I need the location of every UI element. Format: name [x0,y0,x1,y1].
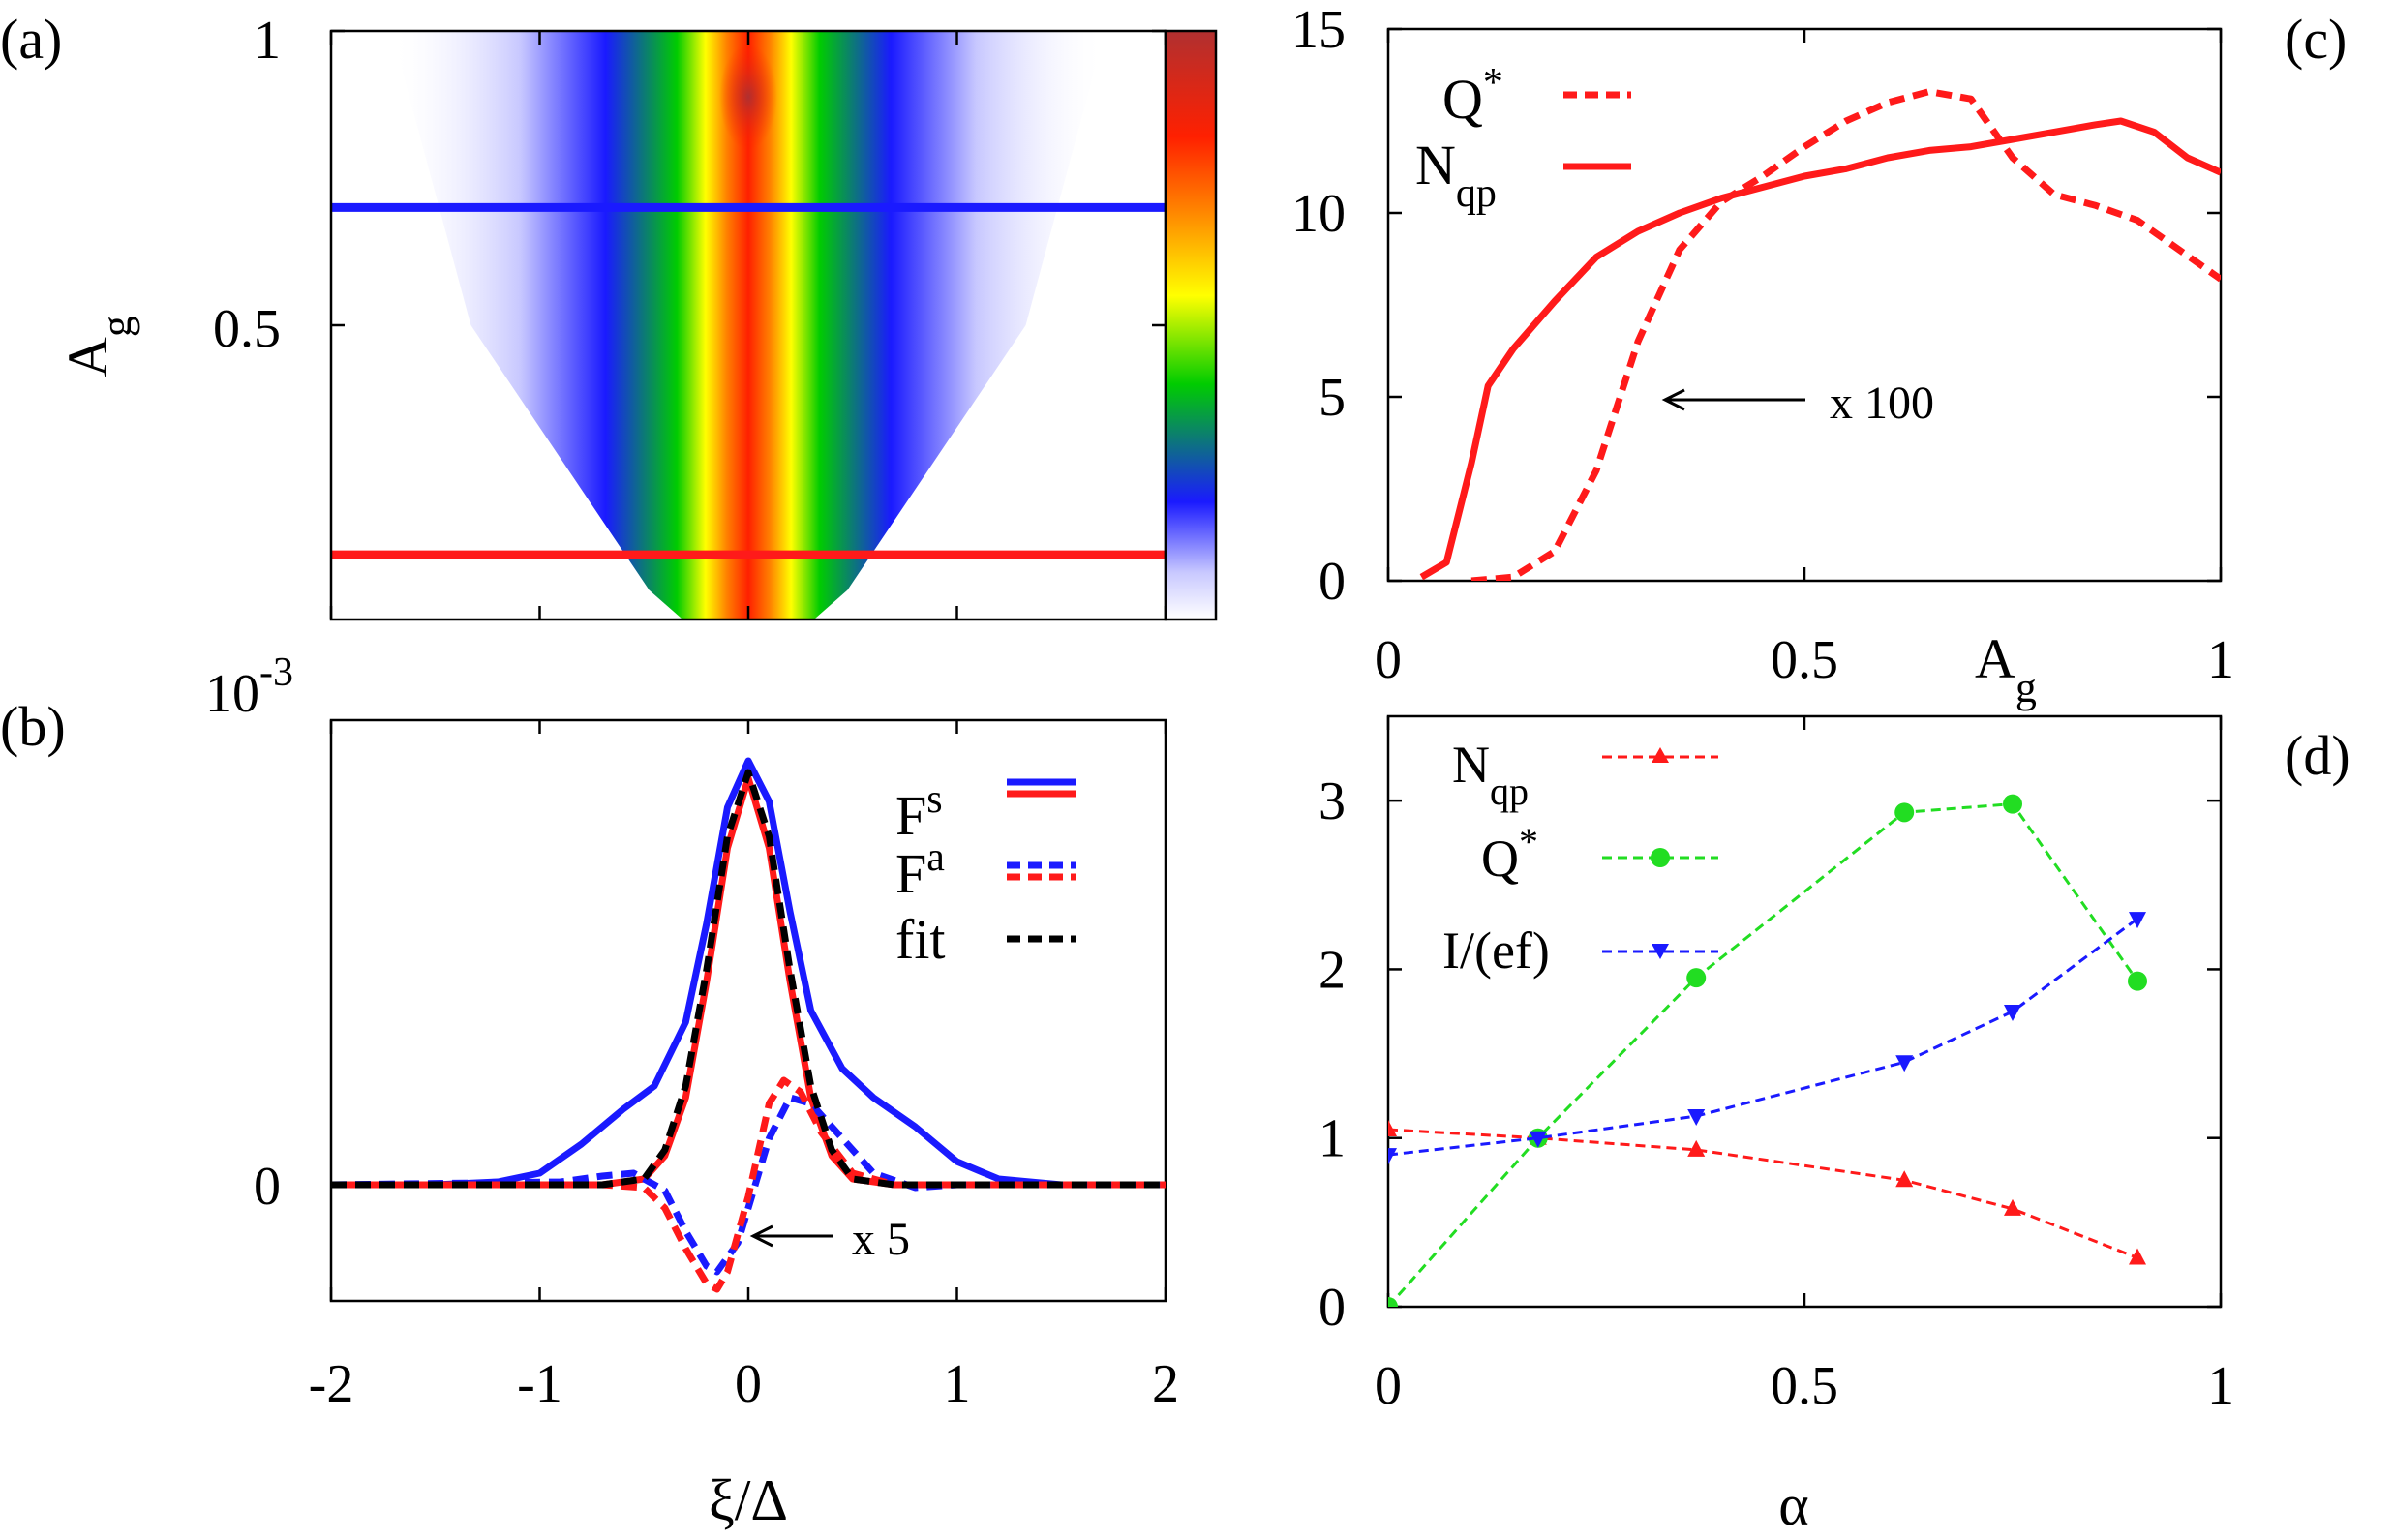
c-xticklabel-0: 0 [1375,630,1402,690]
c-xlabel: Ag [1975,627,2037,711]
c-series-0 [1470,88,2221,581]
b-series-4 [331,769,1166,1189]
d-legend: Nqp Q* I/(ef) [1442,736,1718,980]
d-series-line-1 [1388,802,2139,1307]
heatmap-band [391,31,1106,619]
c-legend-qstar: Q* [1442,61,1503,131]
d-point-1-2 [1686,968,1707,988]
b-series-1 [331,774,1166,1189]
d-point-2-2 [1687,1109,1706,1127]
d-yticklabels: 0 1 2 3 [1318,771,1346,1338]
d-series-line-0 [1388,1128,2138,1259]
panel-b-series [331,757,1166,1293]
d-point-1-3 [1894,802,1915,823]
axes-c-ticks [1386,27,2223,583]
panel-a: (a) 1 0.5 Ag [0,8,1218,621]
panel-c-label: (c) [2285,8,2347,71]
b-xlabel: ξ/Δ [709,1468,788,1532]
c-yticklabel-3: 15 [1291,0,1346,60]
c-xticklabels: 0 0.5 1 [1375,630,2234,690]
b-yscale-base: 10 [205,664,259,724]
b-xticklabel-3: 1 [944,1354,971,1414]
b-xticklabel-2: 0 [735,1354,762,1414]
a-ytick-05: 0.5 [213,299,281,359]
colorbar [1164,29,1218,621]
c-xticklabel-2: 1 [2207,630,2234,690]
d-legend-nqp: Nqp [1452,736,1529,813]
c-annotation: x 100 [1830,377,1934,429]
d-point-2-0 [1388,1148,1397,1165]
heatmap-peak [719,44,777,150]
b-ytick-0: 0 [254,1157,281,1217]
c-xticklabel-1: 0.5 [1771,630,1838,690]
b-series-3 [331,1076,1166,1293]
d-xticklabel-0: 0 [1375,1356,1402,1416]
d-yticklabel-1: 1 [1318,1109,1346,1169]
axes-d-ticks [1386,716,2223,1309]
b-xticklabel-1: -1 [517,1354,562,1414]
c-yticklabel-2: 10 [1291,184,1346,244]
b-legend-fa: Fa [895,835,945,905]
b-annotation-arrowhead [749,1224,773,1248]
d-xlabel: α [1778,1473,1808,1537]
d-point-1-0 [1388,1297,1398,1307]
a-ylabel: Ag [56,316,140,377]
b-xticklabels: -2 -1 0 1 2 [309,1354,1179,1414]
d-xticklabel-2: 1 [2207,1356,2234,1416]
axes-frame-c [1386,27,2223,583]
b-series-0 [331,757,1166,1189]
c-yticklabel-1: 5 [1318,368,1346,428]
c-yticklabel-0: 0 [1318,552,1346,612]
panel-d-label: (d) [2285,724,2350,787]
d-point-0-2 [1687,1139,1706,1157]
panel-b: (b) 10 -3 0 -2 -1 0 1 2 ξ/Δ x 5 Fs Fa fit [0,650,1179,1532]
panel-a-label: (a) [0,8,62,71]
heatmap [331,31,1166,619]
d-legend-ief-marker [1652,944,1669,959]
b-xticklabel-0: -2 [309,1354,354,1414]
a-ylabel-text: Ag [56,316,140,377]
d-xticklabels: 0 0.5 1 [1375,1356,2234,1416]
b-annotation: x 5 [852,1214,910,1265]
c-annotation-arrowhead [1661,388,1685,411]
d-legend-qstar: Q* [1481,820,1538,889]
c-yticklabels: 0 5 10 15 [1291,0,1346,612]
d-yticklabel-2: 2 [1318,940,1346,1000]
d-legend-nqp-marker [1652,747,1669,763]
d-point-2-1 [1529,1131,1547,1148]
axes-b-ticks [329,720,1167,1301]
panel-b-label: (b) [0,695,66,758]
d-legend-ief: I/(ef) [1442,921,1550,980]
d-series-line-2 [1388,917,2138,1157]
b-xticklabel-4: 2 [1152,1354,1179,1414]
d-legend-qstar-marker [1651,848,1670,867]
c-legend-nqp: Nqp [1415,134,1497,216]
d-xticklabel-1: 0.5 [1771,1356,1838,1416]
d-point-0-3 [1895,1170,1914,1188]
d-point-1-4 [2003,794,2022,814]
b-yscale-exp: -3 [259,650,293,695]
b-legend: Fs Fa fit [895,777,1076,971]
d-point-1-5 [2128,971,2147,991]
d-point-2-4 [2004,1005,2021,1021]
panel-c-series [1419,88,2221,581]
axes-frame-b [329,718,1167,1303]
c-legend: Q* Nqp [1415,61,1631,216]
d-point-0-0 [1388,1120,1397,1136]
d-yticklabel-0: 0 [1318,1278,1346,1338]
c-series-1 [1419,117,2221,581]
d-point-0-4 [2004,1198,2021,1216]
panel-d-series [1388,794,2147,1307]
d-point-2-5 [2129,912,2146,929]
d-point-0-5 [2129,1248,2146,1265]
d-yticklabel-3: 3 [1318,771,1346,831]
a-ytick-1: 1 [254,11,281,71]
d-point-2-3 [1895,1055,1914,1072]
b-legend-fit: fit [895,908,946,971]
